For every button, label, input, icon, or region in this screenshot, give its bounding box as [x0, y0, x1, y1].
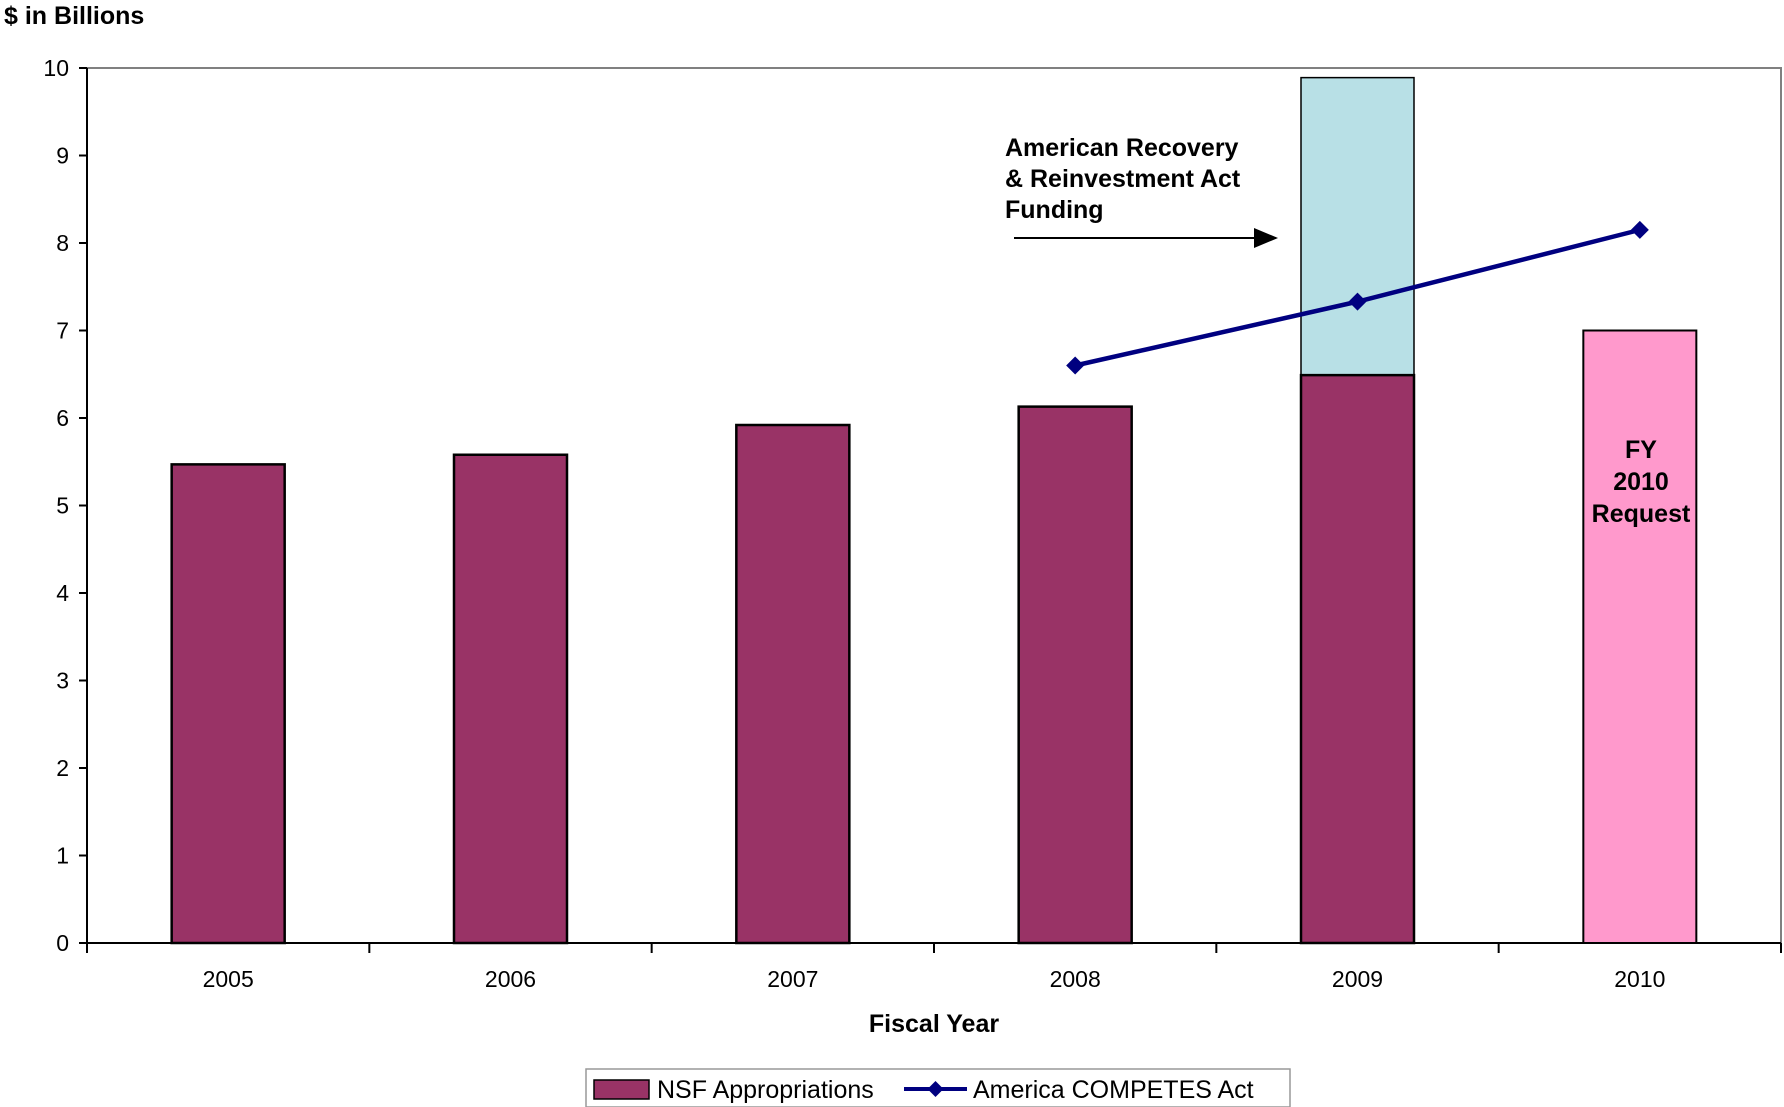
y-tick-label: 5 — [56, 493, 69, 519]
request-label-line-3: Request — [1592, 500, 1691, 528]
bar-nsf-appropriations — [735, 423, 851, 945]
legend-label-nsf: NSF Appropriations — [657, 1076, 874, 1104]
recovery-annotation-line-3: Funding — [1005, 196, 1104, 224]
bar-nsf-appropriations — [1017, 405, 1133, 945]
y-axis-title: $ in Billions — [4, 2, 144, 30]
y-axis-ticks: 0 1 2 3 4 5 6 7 8 9 10 — [43, 55, 87, 956]
y-tick-label: 1 — [56, 843, 69, 869]
legend-label-competes: America COMPETES Act — [973, 1076, 1254, 1104]
y-tick-label: 4 — [56, 580, 69, 606]
x-axis-title: Fiscal Year — [869, 1010, 999, 1038]
bar-nsf-appropriations — [1299, 373, 1416, 945]
y-tick-label: 2 — [56, 755, 69, 781]
competes-act-point — [1630, 220, 1649, 239]
legend-swatch-competes-marker — [927, 1081, 944, 1097]
recovery-act-annotation: American Recovery & Reinvestment Act Fun… — [1005, 134, 1278, 248]
bar-fy2010-request — [1582, 329, 1698, 944]
y-tick-label: 10 — [43, 55, 69, 81]
competes-act-point — [1066, 356, 1085, 375]
bars-layer — [170, 76, 1698, 945]
x-tick-label: 2007 — [767, 966, 818, 992]
x-tick-label: 2005 — [203, 966, 254, 992]
y-tick-label: 7 — [56, 318, 69, 344]
competes-line-layer — [1066, 220, 1649, 375]
legend: NSF Appropriations America COMPETES Act — [585, 1068, 1291, 1107]
x-tick-label: 2008 — [1050, 966, 1101, 992]
x-tick-label: 2009 — [1332, 966, 1383, 992]
x-tick-label: 2006 — [485, 966, 536, 992]
bar-nsf-appropriations — [170, 463, 286, 945]
x-tick-label: 2010 — [1614, 966, 1665, 992]
bar-recovery-act — [1300, 76, 1415, 376]
y-tick-label: 9 — [56, 143, 69, 169]
x-axis-ticks: 2005 2006 2007 2008 2009 2010 — [86, 943, 1782, 992]
fy2010-request-label: FY 2010 Request — [1592, 436, 1691, 528]
y-tick-label: 8 — [56, 230, 69, 256]
competes-act-point — [1348, 292, 1367, 311]
plot-area-frame — [86, 67, 1782, 944]
y-tick-label: 0 — [56, 930, 69, 956]
y-tick-label: 3 — [56, 668, 69, 694]
legend-swatch-nsf — [593, 1079, 650, 1100]
y-tick-label: 6 — [56, 405, 69, 431]
request-label-line-1: FY — [1625, 436, 1657, 464]
bar-nsf-appropriations — [452, 453, 569, 945]
recovery-annotation-line-1: American Recovery — [1005, 134, 1239, 162]
request-label-line-2: 2010 — [1613, 468, 1669, 496]
recovery-annotation-line-2: & Reinvestment Act — [1005, 165, 1241, 193]
